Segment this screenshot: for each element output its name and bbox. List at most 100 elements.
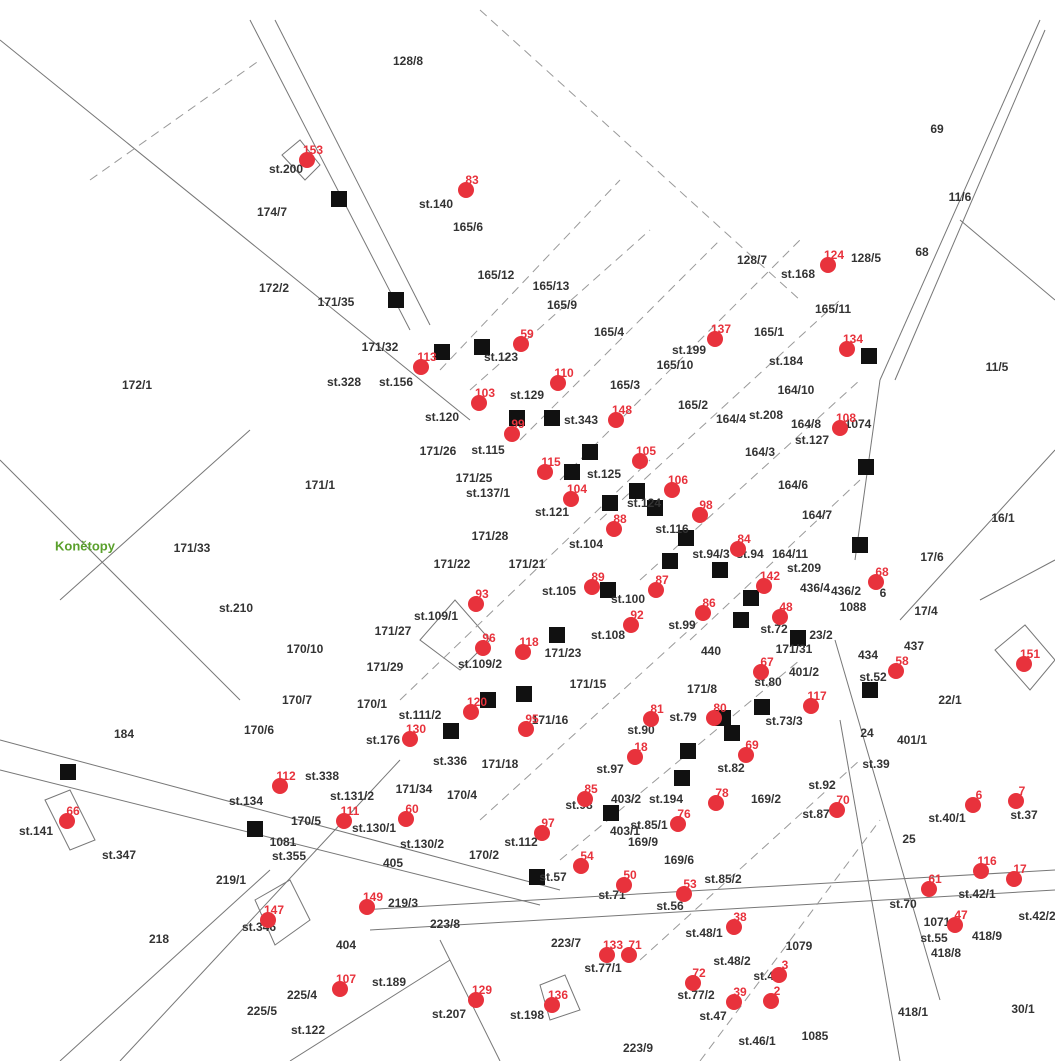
survey-point: [443, 723, 459, 739]
parcel-label: st.48/1: [685, 926, 723, 940]
building-number: 6: [976, 788, 983, 802]
labels: 128/869st.20011/6174/7st.140165/668128/7…: [19, 54, 1055, 1055]
building-number: 47: [954, 908, 968, 922]
parcel-label: st.338: [305, 769, 339, 783]
parcel-label: st.134: [229, 794, 263, 808]
parcel-label: st.73/3: [765, 714, 803, 728]
parcel-label: st.209: [787, 561, 821, 575]
parcel-label: st.56: [656, 899, 684, 913]
building-number: 78: [715, 786, 729, 800]
parcel-label: st.131/2: [330, 789, 374, 803]
building-number: 39: [733, 985, 747, 999]
survey-point: [603, 805, 619, 821]
parcel-label: 165/9: [547, 298, 577, 312]
building-number: 38: [733, 910, 747, 924]
survey-point: [680, 743, 696, 759]
parcel-label: 171/33: [174, 541, 211, 555]
parcel-label: 25: [902, 832, 916, 846]
parcel-label: st.189: [372, 975, 406, 989]
parcel-label: 170/2: [469, 848, 499, 862]
survey-point: [564, 464, 580, 480]
parcel-label: st.208: [749, 408, 783, 422]
parcel-label: 171/23: [545, 646, 582, 660]
parcel-label: 165/1: [754, 325, 784, 339]
parcel-label: st.109/1: [414, 609, 458, 623]
building-number: 17: [1013, 862, 1027, 876]
parcel-label: 223/7: [551, 936, 581, 950]
building-number: 113: [417, 350, 437, 364]
parcel-label: 24: [860, 726, 874, 740]
building-number: 142: [760, 569, 780, 583]
parcel-label: 171/32: [362, 340, 399, 354]
building-number: 99: [511, 417, 525, 431]
parcel-label: 171/31: [776, 642, 813, 656]
parcel-label: 434: [858, 648, 878, 662]
parcel-label: 171/1: [305, 478, 335, 492]
place-name: Konětopy: [55, 538, 116, 553]
parcel-label: 164/8: [791, 417, 821, 431]
parcel-label: 165/10: [657, 358, 694, 372]
building-number: 137: [711, 322, 731, 336]
building-number: 105: [636, 444, 656, 458]
parcel-label: 171/18: [482, 757, 519, 771]
parcel-label: 170/1: [357, 697, 387, 711]
survey-point: [602, 495, 618, 511]
parcel-label: 164/10: [778, 383, 815, 397]
parcel-label: 171/25: [456, 471, 493, 485]
survey-point: [712, 562, 728, 578]
parcel-label: st.355: [272, 849, 306, 863]
parcel-label: 401/1: [897, 733, 927, 747]
parcel-label: st.200: [269, 162, 303, 176]
survey-point: [549, 627, 565, 643]
parcel-label: st.47: [699, 1009, 727, 1023]
parcel-label: st.111/2: [399, 708, 442, 722]
parcel-label: st.94/3: [692, 547, 730, 561]
building-number: 104: [567, 482, 587, 496]
building-number: 58: [895, 654, 909, 668]
parcel-label: st.115: [471, 443, 505, 457]
parcel-label: st.122: [291, 1023, 325, 1037]
building-number: 7: [1019, 784, 1026, 798]
parcel-label: 128/7: [737, 253, 767, 267]
building-number: 118: [519, 635, 539, 649]
parcel-label: st.82: [717, 761, 745, 775]
building-number: 95: [525, 712, 539, 726]
parcel-label: st.198: [510, 1008, 544, 1022]
survey-point: [582, 444, 598, 460]
parcel-label: 171/34: [396, 782, 433, 796]
parcel-label: 11/6: [949, 190, 972, 204]
parcel-label: st.168: [781, 267, 815, 281]
parcel-label: 223/8: [430, 917, 460, 931]
parcel-label: 170/4: [447, 788, 477, 802]
building-number: 18: [634, 740, 648, 754]
parcel-label: st.112: [504, 835, 538, 849]
parcel-label: 1088: [840, 600, 867, 614]
parcel-label: 218: [149, 932, 169, 946]
parcel-label: st.99: [668, 618, 696, 632]
parcel-label: st.104: [569, 537, 603, 551]
parcel-label: 23/2: [809, 628, 833, 642]
building-number: 67: [760, 655, 774, 669]
parcel-label: st.123: [484, 350, 518, 364]
parcel-label: 165/4: [594, 325, 624, 339]
parcel-label: 436/2: [831, 584, 861, 598]
parcel-label: 170/7: [282, 693, 312, 707]
parcel-label: 164/4: [716, 412, 746, 426]
parcel-label: st.343: [564, 413, 598, 427]
survey-point: [331, 191, 347, 207]
parcel-label: st.137/1: [466, 486, 510, 500]
building-number: 84: [737, 532, 751, 546]
parcel-label: st.210: [219, 601, 253, 615]
parcel-label: st.336: [433, 754, 467, 768]
parcel-label: 170/5: [291, 814, 321, 828]
building-number: 61: [928, 872, 942, 886]
survey-point: [754, 699, 770, 715]
parcel-label: st.77/1: [584, 961, 622, 975]
building-number: 85: [584, 782, 598, 796]
survey-point: [733, 612, 749, 628]
parcel-label: 164/11: [772, 547, 808, 561]
parcel-label: st.40/1: [928, 811, 966, 825]
parcel-label: st.207: [432, 1007, 466, 1021]
parcel-label: st.79: [669, 710, 697, 724]
parcel-label: st.52: [859, 670, 887, 684]
